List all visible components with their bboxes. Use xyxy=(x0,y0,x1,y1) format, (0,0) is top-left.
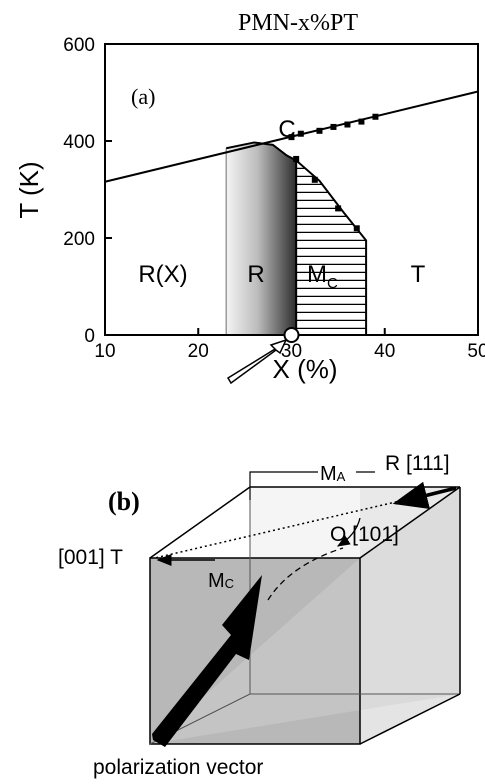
polarization-vector-arrow xyxy=(152,575,262,747)
data-point xyxy=(344,121,351,128)
y-tick-label: 200 xyxy=(63,229,95,250)
region-label-mc: MC xyxy=(307,261,338,292)
x-axis-label: X (%) xyxy=(273,354,338,384)
data-point xyxy=(353,225,360,232)
dashed-path-to-o xyxy=(267,547,344,601)
rhombohedral-region xyxy=(226,142,297,335)
caption-polarization-vector: polarization vector xyxy=(93,756,263,779)
label-o101: O [101] xyxy=(330,523,399,546)
data-point xyxy=(293,155,300,162)
region-label-cubic: C xyxy=(278,116,295,143)
ma-bracket xyxy=(249,471,318,500)
label-mc: MC xyxy=(208,570,234,592)
monoclinic-hatch xyxy=(296,160,367,329)
x-tick-label: 40 xyxy=(374,341,395,362)
label-t001: [001] T xyxy=(58,546,123,569)
composition-marker xyxy=(283,327,300,343)
chart-title: PMN-x%PT xyxy=(238,10,358,36)
polarization-cube-diagram: (b) R [111] MA O [101] [001] T MC polari… xyxy=(58,452,461,779)
label-ma-sub: A xyxy=(337,469,346,484)
data-point xyxy=(372,113,379,120)
y-tick-label: 600 xyxy=(63,35,95,56)
data-points xyxy=(288,113,379,232)
dotted-path-r-to-t xyxy=(154,486,461,559)
pointer-arrow xyxy=(226,338,288,385)
data-point xyxy=(316,127,323,134)
cube-diagonal-plane xyxy=(150,487,460,744)
x-tick-label: 20 xyxy=(188,341,209,362)
monoclinic-region-outline xyxy=(295,158,368,336)
data-point xyxy=(330,123,337,130)
y-tick-label: 0 xyxy=(84,326,95,347)
rhombohedral-boundary-line xyxy=(226,141,297,162)
y-axis-ticks: 0 200 400 600 xyxy=(63,35,112,347)
region-label-mc-main: M xyxy=(307,261,327,288)
region-label-mc-sub: C xyxy=(327,275,338,292)
x-axis-ticks: 10 20 30 40 50 xyxy=(94,328,485,362)
region-label-t: T xyxy=(411,261,426,288)
label-ma-main: M xyxy=(320,463,337,485)
x-tick-label: 30 xyxy=(281,341,302,362)
x-tick-label: 10 xyxy=(94,341,115,362)
arrow-r-to-ma xyxy=(392,481,457,509)
y-tick-label: 400 xyxy=(63,132,95,153)
region-label-r: R xyxy=(247,261,264,288)
data-point xyxy=(358,118,365,125)
phase-diagram-chart: PMN-x%PT 10 20 30 40 50 0 200 400 600 X (%) T (… xyxy=(14,10,485,385)
panel-label-b: (b) xyxy=(108,487,140,516)
data-point xyxy=(288,134,295,141)
label-r111: R [111] xyxy=(385,452,450,475)
data-point xyxy=(297,130,304,137)
panel-label-a: (a) xyxy=(131,84,155,109)
label-mc-main: M xyxy=(208,570,225,592)
data-point xyxy=(311,176,318,183)
curved-arrow-ma-to-o xyxy=(336,517,361,547)
y-axis-label: T (K) xyxy=(14,161,44,218)
cube-edges xyxy=(149,486,461,745)
region-label-rx: R(X) xyxy=(138,261,187,288)
data-point xyxy=(335,205,342,212)
label-ma: MA xyxy=(320,463,346,485)
label-mc-sub: C xyxy=(225,576,234,591)
x-tick-label: 50 xyxy=(467,341,485,362)
